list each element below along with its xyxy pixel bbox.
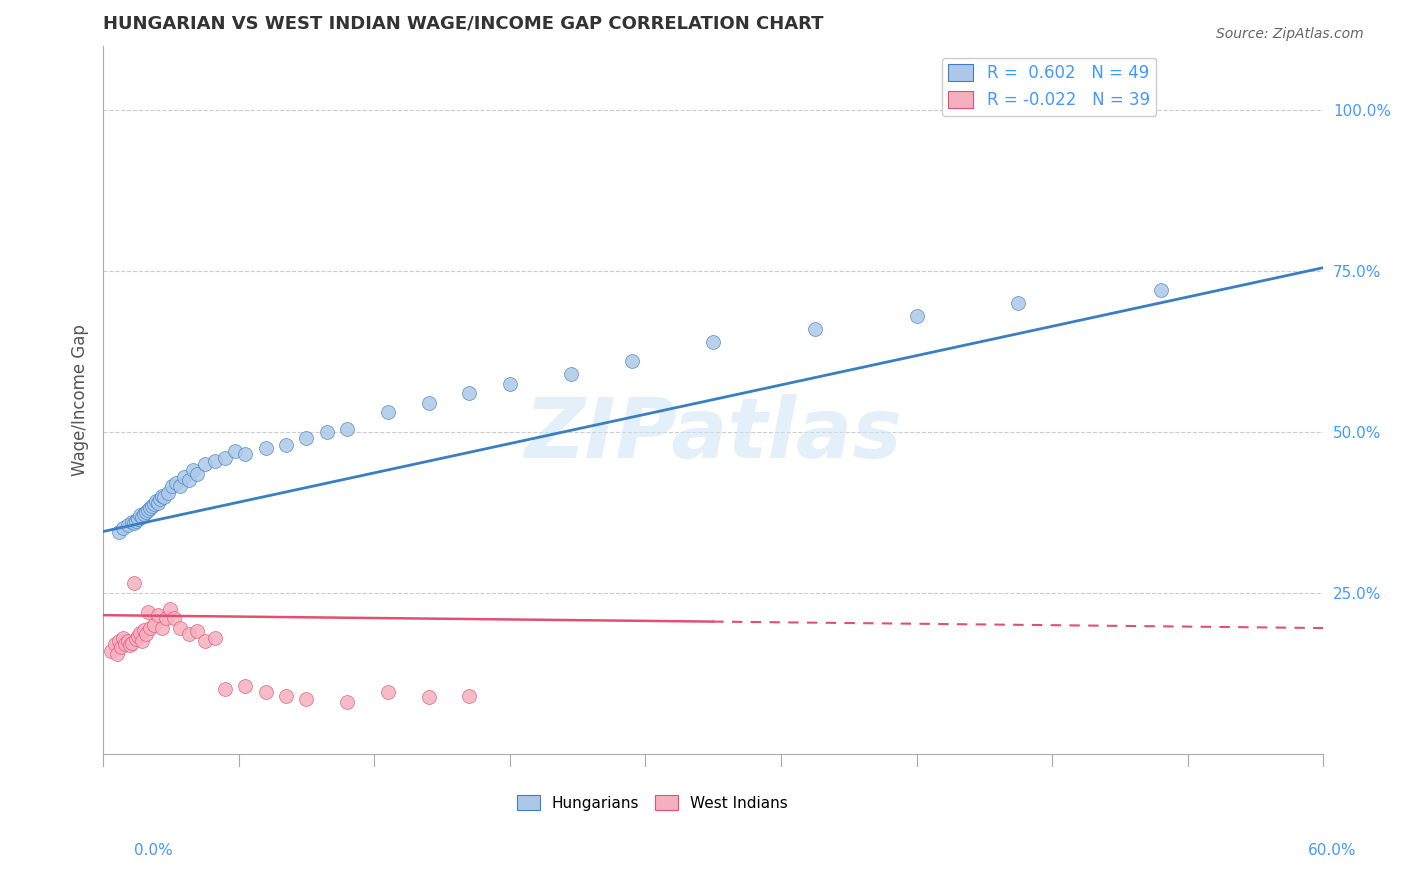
Point — [131, 509, 153, 524]
Point — [135, 505, 157, 519]
Y-axis label: Wage/Income Gap: Wage/Income Gap — [72, 324, 89, 475]
Point — [169, 621, 191, 635]
Point — [127, 629, 149, 643]
Point — [204, 454, 226, 468]
Point — [276, 437, 298, 451]
Point — [315, 425, 337, 439]
Point — [135, 627, 157, 641]
Point — [143, 617, 166, 632]
Point — [418, 690, 440, 704]
Point — [254, 685, 277, 699]
Point — [162, 479, 184, 493]
Point — [143, 497, 166, 511]
Point — [165, 476, 187, 491]
Text: HUNGARIAN VS WEST INDIAN WAGE/INCOME GAP CORRELATION CHART: HUNGARIAN VS WEST INDIAN WAGE/INCOME GAP… — [103, 15, 824, 33]
Point — [418, 396, 440, 410]
Point — [458, 386, 481, 401]
Text: Source: ZipAtlas.com: Source: ZipAtlas.com — [1216, 27, 1364, 41]
Text: ZIPatlas: ZIPatlas — [524, 394, 903, 475]
Point — [620, 354, 643, 368]
Point — [124, 514, 146, 528]
Point — [118, 639, 141, 653]
Point — [458, 689, 481, 703]
Point — [132, 507, 155, 521]
Point — [108, 634, 131, 648]
Point — [181, 463, 204, 477]
Point — [124, 632, 146, 646]
Point — [177, 627, 200, 641]
Point — [204, 631, 226, 645]
Point — [117, 518, 139, 533]
Point — [1007, 296, 1029, 310]
Text: 60.0%: 60.0% — [1309, 843, 1357, 858]
Point — [122, 576, 145, 591]
Point — [131, 634, 153, 648]
Point — [112, 521, 135, 535]
Point — [136, 503, 159, 517]
Point — [336, 421, 359, 435]
Point — [804, 322, 827, 336]
Point — [186, 624, 208, 639]
Point — [235, 679, 257, 693]
Point — [295, 691, 318, 706]
Point — [163, 611, 186, 625]
Text: 0.0%: 0.0% — [134, 843, 173, 858]
Point — [145, 494, 167, 508]
Point — [110, 640, 132, 655]
Point — [194, 457, 217, 471]
Point — [155, 611, 177, 625]
Point — [132, 623, 155, 637]
Legend: Hungarians, West Indians: Hungarians, West Indians — [510, 789, 794, 817]
Point — [104, 637, 127, 651]
Point — [560, 367, 582, 381]
Point — [336, 695, 359, 709]
Point — [121, 515, 143, 529]
Point — [128, 508, 150, 523]
Point — [141, 499, 163, 513]
Point — [114, 637, 136, 651]
Point — [146, 495, 169, 509]
Point — [224, 444, 246, 458]
Point — [276, 689, 298, 703]
Point — [150, 621, 173, 635]
Point — [1149, 283, 1171, 297]
Point — [169, 479, 191, 493]
Point — [149, 492, 172, 507]
Point — [105, 647, 128, 661]
Point — [177, 473, 200, 487]
Point — [905, 309, 928, 323]
Point — [100, 643, 122, 657]
Point — [194, 634, 217, 648]
Point — [157, 486, 180, 500]
Point — [254, 441, 277, 455]
Point — [173, 470, 195, 484]
Point — [146, 608, 169, 623]
Point — [127, 511, 149, 525]
Point — [499, 376, 522, 391]
Point — [121, 636, 143, 650]
Point — [159, 601, 181, 615]
Point — [117, 634, 139, 648]
Point — [214, 450, 236, 465]
Point — [377, 685, 399, 699]
Point — [214, 682, 236, 697]
Point — [153, 491, 176, 505]
Point — [150, 489, 173, 503]
Point — [139, 500, 162, 515]
Point — [235, 447, 257, 461]
Point — [108, 524, 131, 539]
Point — [139, 621, 162, 635]
Point — [295, 431, 318, 445]
Point — [122, 516, 145, 530]
Point — [136, 605, 159, 619]
Point — [186, 467, 208, 481]
Point — [112, 631, 135, 645]
Point — [377, 405, 399, 419]
Point — [128, 625, 150, 640]
Point — [702, 334, 724, 349]
